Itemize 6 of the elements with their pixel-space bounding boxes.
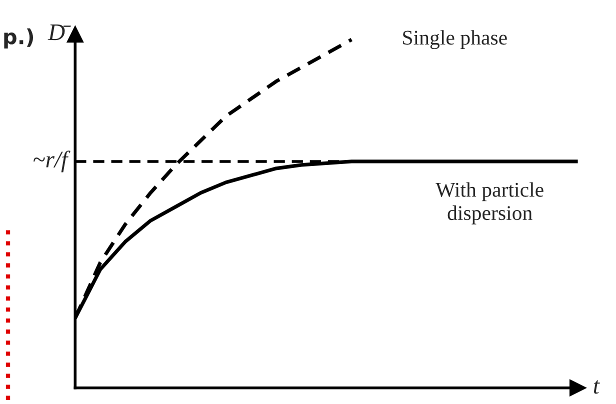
ref-line-label: ~r/f (34, 150, 70, 172)
annotation: Single phase (403, 30, 507, 50)
annotation: With particle dispersion (436, 182, 544, 224)
x-axis-title: t (594, 380, 600, 394)
text: p.) (4, 28, 34, 48)
y-axis-title: D̄ (48, 24, 71, 40)
